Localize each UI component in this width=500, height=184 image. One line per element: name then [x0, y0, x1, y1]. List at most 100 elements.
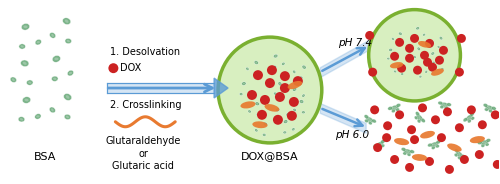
- Ellipse shape: [65, 20, 68, 23]
- Text: DOX: DOX: [120, 63, 142, 73]
- Ellipse shape: [395, 57, 396, 58]
- Circle shape: [455, 123, 464, 132]
- Ellipse shape: [246, 68, 248, 70]
- Ellipse shape: [279, 119, 282, 122]
- Ellipse shape: [302, 95, 304, 96]
- Ellipse shape: [440, 58, 441, 59]
- Ellipse shape: [373, 144, 378, 148]
- Ellipse shape: [62, 18, 70, 24]
- Ellipse shape: [264, 123, 266, 125]
- Ellipse shape: [276, 108, 280, 112]
- Ellipse shape: [246, 67, 249, 70]
- Ellipse shape: [416, 27, 420, 30]
- Ellipse shape: [24, 26, 28, 28]
- Ellipse shape: [486, 105, 494, 111]
- Ellipse shape: [300, 101, 302, 102]
- Ellipse shape: [254, 129, 258, 132]
- Ellipse shape: [22, 24, 30, 30]
- Ellipse shape: [463, 118, 468, 122]
- Circle shape: [260, 95, 270, 105]
- Ellipse shape: [454, 149, 459, 153]
- Circle shape: [289, 97, 299, 107]
- Ellipse shape: [20, 118, 23, 121]
- Ellipse shape: [421, 118, 425, 123]
- Ellipse shape: [414, 56, 416, 58]
- Ellipse shape: [392, 38, 394, 40]
- Ellipse shape: [364, 115, 368, 119]
- Ellipse shape: [264, 104, 280, 112]
- Text: DOX@BSA: DOX@BSA: [241, 152, 299, 162]
- Ellipse shape: [36, 41, 40, 43]
- Ellipse shape: [282, 62, 285, 65]
- Circle shape: [247, 90, 257, 100]
- Ellipse shape: [426, 71, 427, 72]
- Ellipse shape: [66, 116, 69, 118]
- Ellipse shape: [442, 68, 443, 69]
- Circle shape: [455, 68, 464, 77]
- Ellipse shape: [418, 41, 431, 48]
- Ellipse shape: [446, 103, 452, 106]
- Ellipse shape: [274, 66, 276, 68]
- Circle shape: [287, 111, 297, 121]
- Ellipse shape: [434, 66, 436, 68]
- Ellipse shape: [294, 109, 296, 111]
- Ellipse shape: [392, 109, 396, 113]
- Ellipse shape: [286, 114, 288, 115]
- Circle shape: [407, 125, 416, 134]
- Ellipse shape: [292, 87, 296, 91]
- Ellipse shape: [66, 95, 70, 99]
- Ellipse shape: [35, 39, 42, 45]
- Circle shape: [443, 107, 452, 116]
- Ellipse shape: [419, 75, 422, 78]
- Ellipse shape: [292, 129, 294, 130]
- Text: pH 6.0: pH 6.0: [335, 130, 369, 140]
- Ellipse shape: [240, 93, 243, 95]
- Ellipse shape: [471, 117, 474, 120]
- Ellipse shape: [380, 139, 385, 143]
- Ellipse shape: [431, 68, 444, 76]
- Ellipse shape: [50, 33, 56, 38]
- Ellipse shape: [240, 93, 242, 95]
- Ellipse shape: [439, 58, 443, 61]
- Ellipse shape: [23, 62, 26, 65]
- Ellipse shape: [255, 102, 260, 106]
- Ellipse shape: [484, 108, 488, 111]
- Ellipse shape: [381, 144, 384, 147]
- Ellipse shape: [394, 138, 409, 145]
- Circle shape: [390, 52, 399, 61]
- Ellipse shape: [422, 33, 426, 36]
- Circle shape: [365, 31, 374, 40]
- Circle shape: [395, 110, 404, 119]
- Ellipse shape: [392, 38, 394, 40]
- Ellipse shape: [218, 37, 322, 143]
- Ellipse shape: [400, 73, 404, 75]
- Ellipse shape: [400, 64, 402, 66]
- Ellipse shape: [274, 54, 278, 58]
- Ellipse shape: [254, 61, 258, 64]
- Ellipse shape: [34, 114, 41, 119]
- Ellipse shape: [486, 139, 490, 142]
- Ellipse shape: [492, 107, 496, 110]
- Ellipse shape: [442, 103, 446, 107]
- Circle shape: [273, 115, 283, 125]
- Ellipse shape: [273, 66, 276, 68]
- Ellipse shape: [256, 61, 257, 63]
- Ellipse shape: [447, 144, 462, 152]
- Ellipse shape: [302, 111, 305, 114]
- Circle shape: [428, 63, 437, 72]
- Ellipse shape: [248, 110, 252, 113]
- Ellipse shape: [478, 141, 482, 144]
- Ellipse shape: [488, 109, 492, 113]
- Circle shape: [435, 56, 444, 65]
- Circle shape: [373, 143, 382, 152]
- Ellipse shape: [284, 132, 286, 133]
- Ellipse shape: [390, 62, 403, 68]
- Ellipse shape: [420, 131, 435, 139]
- Ellipse shape: [294, 89, 296, 90]
- Ellipse shape: [262, 133, 266, 136]
- Circle shape: [405, 54, 414, 63]
- Ellipse shape: [28, 82, 32, 84]
- Ellipse shape: [430, 142, 438, 147]
- Ellipse shape: [428, 143, 432, 147]
- Circle shape: [257, 110, 267, 120]
